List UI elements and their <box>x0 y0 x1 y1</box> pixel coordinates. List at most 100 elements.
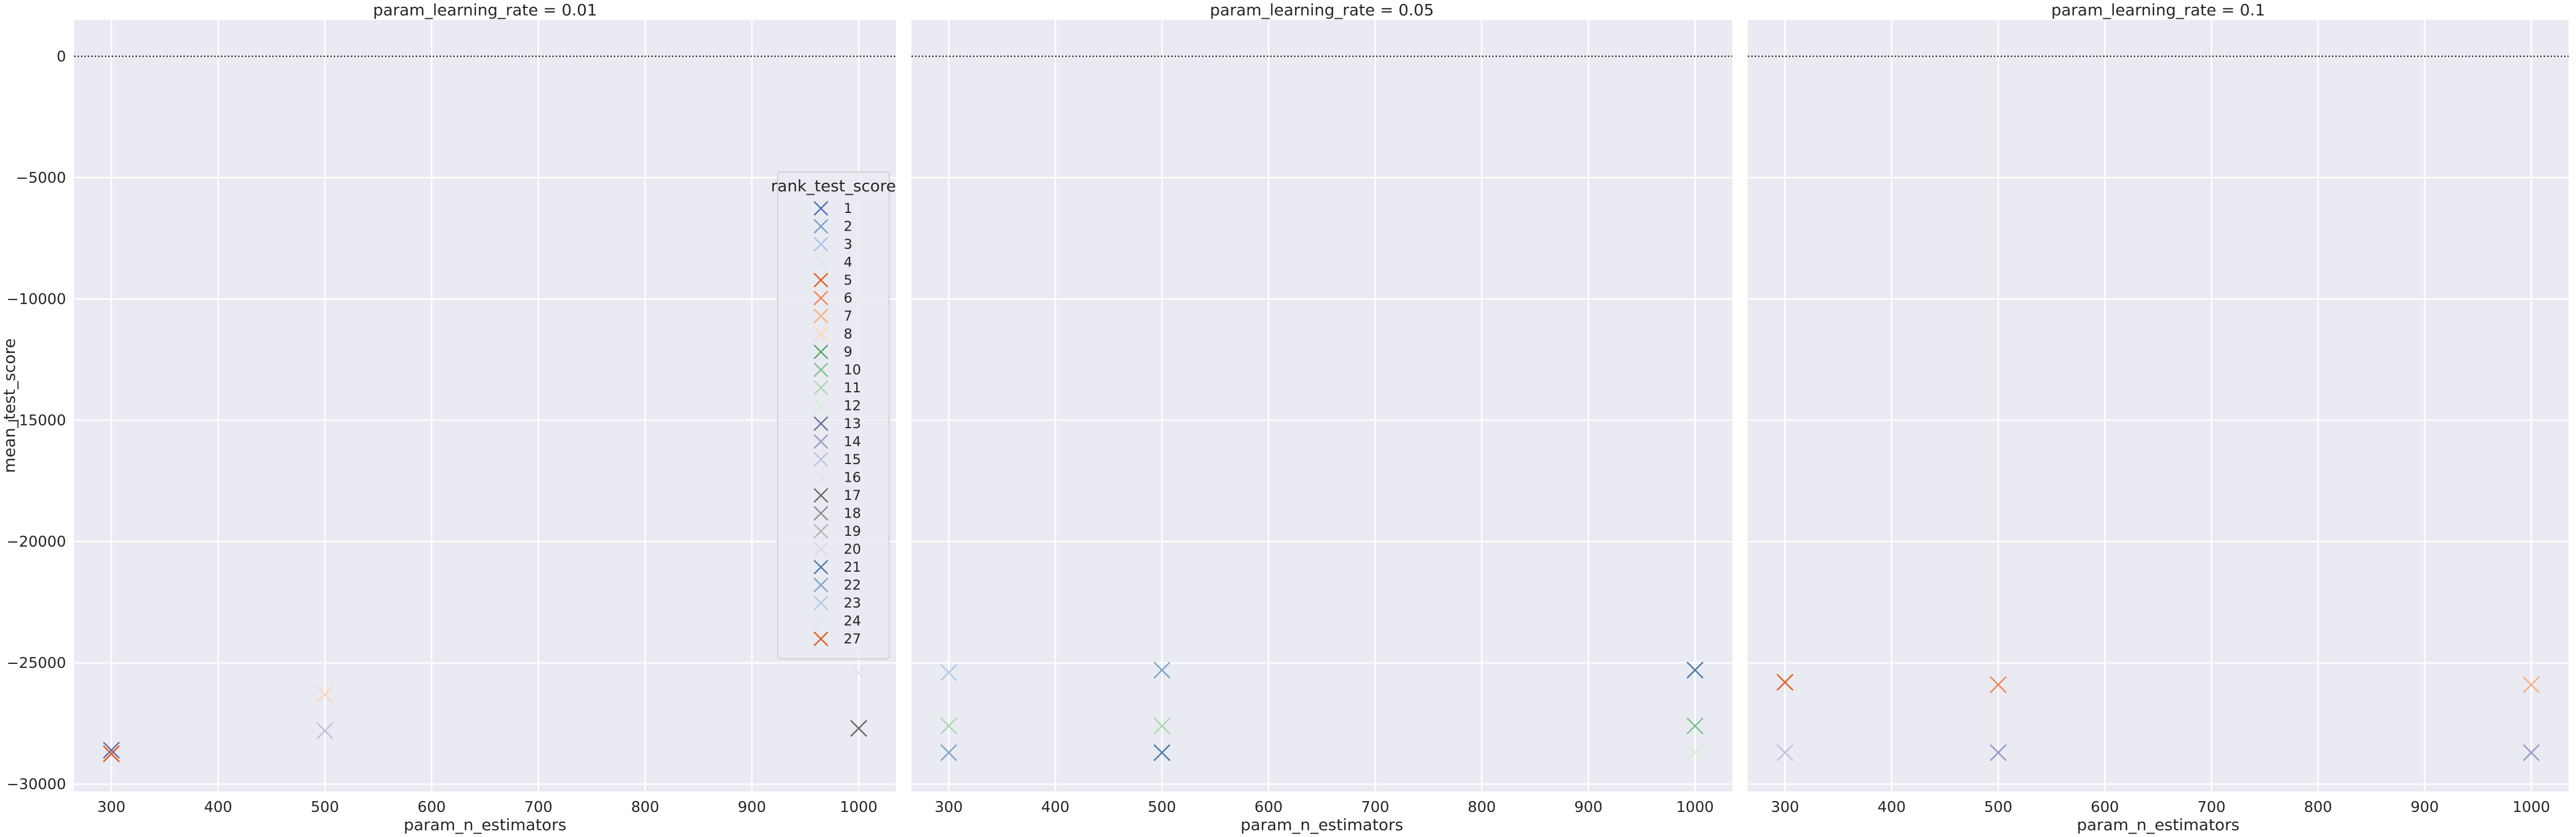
x-tick-label: 500 <box>311 799 339 816</box>
legend-label: 18 <box>844 506 861 522</box>
legend-entry: 17 <box>814 487 861 503</box>
legend-entry: 24 <box>814 613 861 629</box>
legend-entry: 18 <box>814 506 861 522</box>
legend-entry: 7 <box>814 308 852 324</box>
legend-marker <box>814 237 828 252</box>
legend-entry: 5 <box>814 272 852 288</box>
legend-marker <box>814 488 828 503</box>
legend-entry: 6 <box>814 290 852 306</box>
x-tick-label: 300 <box>935 799 963 816</box>
x-tick-label: 800 <box>1468 799 1496 816</box>
legend-entry: 11 <box>814 380 861 396</box>
x-tick-label: 600 <box>1255 799 1283 816</box>
data-point <box>102 741 120 759</box>
panel-title: param_learning_rate = 0.01 <box>373 1 597 19</box>
legend-label: 9 <box>844 344 852 360</box>
x-tick-label: 600 <box>2091 799 2119 816</box>
legend-label: 2 <box>844 219 852 235</box>
legend-marker <box>814 201 828 216</box>
panel-background <box>911 20 1732 791</box>
x-tick-label: 500 <box>1984 799 2012 816</box>
legend-entry: 16 <box>814 470 861 486</box>
legend-marker <box>814 560 828 575</box>
legend-entry: 4 <box>814 255 852 270</box>
facet-panel-2: 300 400 500 600 700 800 900 1000 param_learning_… <box>911 1 1732 834</box>
x-tick-label: 400 <box>204 799 232 816</box>
legend-marker <box>814 290 828 306</box>
legend-label: 7 <box>844 308 852 324</box>
x-tick-label: 900 <box>1574 799 1603 816</box>
legend-label: 11 <box>844 380 861 396</box>
data-point <box>316 686 334 703</box>
x-tick-label: 900 <box>2410 799 2439 816</box>
data-point <box>940 717 958 735</box>
x-tick-label: 500 <box>1148 799 1176 816</box>
legend-entry: 20 <box>814 541 861 557</box>
legend-entry: 10 <box>814 362 861 378</box>
data-point <box>1686 717 1704 735</box>
legend-entry: 27 <box>814 631 861 647</box>
panel-background <box>74 20 896 791</box>
legend-marker <box>814 596 828 610</box>
legend-label: 27 <box>844 631 861 647</box>
legend-entry: 1 <box>814 200 852 216</box>
x-tick-label: 1000 <box>2512 799 2550 816</box>
legend-marker <box>814 416 828 431</box>
data-point <box>1686 662 1704 679</box>
legend-entry: 22 <box>814 577 861 593</box>
x-tick-label: 600 <box>417 799 446 816</box>
legend-marker <box>814 613 828 629</box>
panel-background <box>1748 20 2569 791</box>
legend-label: 23 <box>844 595 861 611</box>
legend-entry: 13 <box>814 416 861 432</box>
data-point <box>1776 674 1794 691</box>
legend-marker <box>814 506 828 521</box>
legend-marker <box>814 344 828 359</box>
legend-marker <box>814 362 828 378</box>
legend-label: 14 <box>844 434 861 450</box>
x-tick-label: 300 <box>97 799 126 816</box>
facet-panel-1: 300 400 500 600 700 800 900 1000 0 −5000 −10000 −15… <box>0 1 896 834</box>
y-tick-label: −20000 <box>7 534 67 551</box>
data-point <box>1153 717 1171 735</box>
legend-entry: 12 <box>814 398 861 414</box>
legend-marker <box>814 273 828 288</box>
data-point <box>940 744 958 761</box>
y-axis-label: mean_test_score <box>0 338 19 473</box>
data-point <box>102 745 120 762</box>
legend-label: 22 <box>844 577 861 593</box>
legend-marker <box>814 326 828 342</box>
legend: rank_test_score1234567891011121314151617… <box>771 171 896 660</box>
x-tick-label: 400 <box>1877 799 1906 816</box>
legend-marker <box>814 541 828 557</box>
legend-label: 13 <box>844 416 861 432</box>
legend-marker <box>814 434 828 449</box>
legend-entry: 2 <box>814 219 852 235</box>
legend-marker <box>814 631 828 646</box>
x-tick-label: 800 <box>2304 799 2332 816</box>
y-tick-label: −10000 <box>7 291 67 308</box>
legend-marker <box>814 255 828 270</box>
legend-marker <box>814 577 828 593</box>
legend-label: 8 <box>844 326 852 342</box>
legend-label: 19 <box>844 523 861 539</box>
facet-panel-3: 300 400 500 600 700 800 900 1000 param_learning_… <box>1748 1 2569 834</box>
legend-marker <box>814 219 828 234</box>
legend-entry: 14 <box>814 434 861 450</box>
legend-marker <box>814 524 828 539</box>
x-tick-label: 700 <box>2197 799 2226 816</box>
legend-label: 10 <box>844 362 861 378</box>
legend-label: 15 <box>844 452 861 467</box>
data-point <box>2522 744 2540 761</box>
y-tick-label: 0 <box>56 48 66 65</box>
data-point <box>850 664 868 682</box>
legend-entry: 9 <box>814 344 852 360</box>
legend-label: 20 <box>844 541 861 557</box>
y-tick-label: −30000 <box>7 776 67 793</box>
legend-title: rank_test_score <box>771 177 896 195</box>
data-point <box>316 722 334 740</box>
legend-label: 5 <box>844 272 852 288</box>
legend-label: 16 <box>844 470 861 486</box>
y-tick-label: −5000 <box>16 170 66 187</box>
x-axis-label: param_n_estimators <box>1240 815 1403 834</box>
